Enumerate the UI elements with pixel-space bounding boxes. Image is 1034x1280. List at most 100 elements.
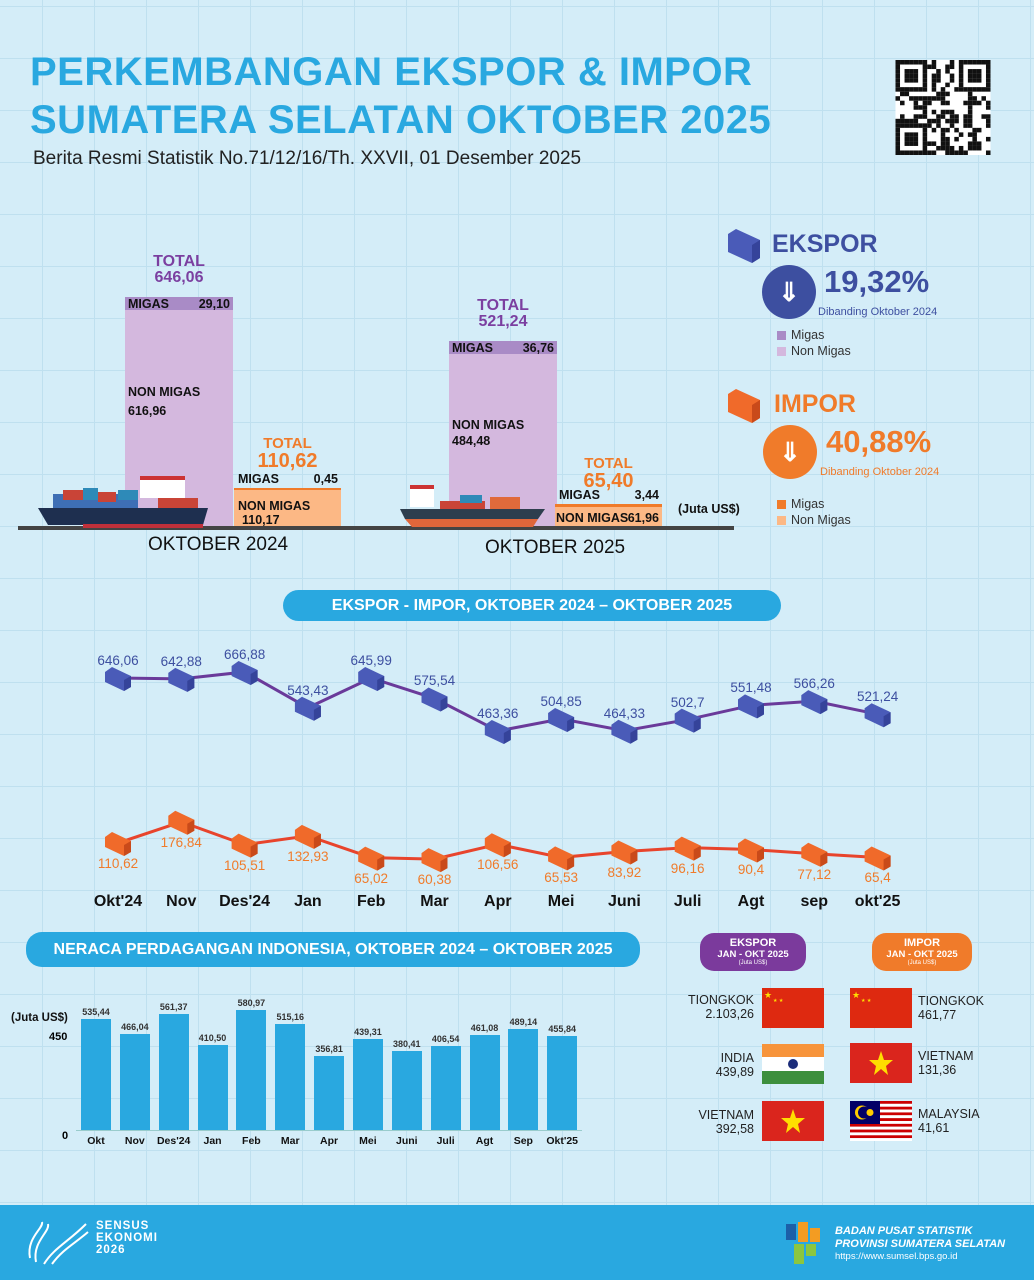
china-flag-icon: ★★ ★ bbox=[850, 988, 912, 1028]
bps-url-link[interactable]: https://www.sumsel.bps.go.id bbox=[835, 1251, 958, 1262]
qr-module bbox=[945, 64, 950, 70]
bar-value-label: 561,37 bbox=[159, 1001, 188, 1012]
qr-module bbox=[985, 105, 991, 110]
logo-line: SENSUS bbox=[96, 1220, 150, 1232]
import-total-label: TOTAL 110,62 bbox=[234, 436, 341, 471]
qr-module bbox=[967, 78, 973, 83]
x-axis-label: Jan bbox=[203, 1135, 222, 1147]
qr-module bbox=[922, 136, 928, 142]
import-value-label: 65,53 bbox=[544, 870, 578, 886]
migas-label: MIGAS bbox=[128, 297, 169, 311]
tag-period: JAN - OKT 2025 bbox=[717, 948, 789, 960]
nonmigas-label: NON MIGAS bbox=[128, 385, 201, 399]
qr-module bbox=[913, 69, 919, 74]
import-value-label: 60,38 bbox=[417, 872, 452, 888]
qr-module bbox=[922, 127, 928, 133]
qr-module bbox=[931, 109, 937, 115]
x-axis-label: Jan bbox=[294, 893, 322, 910]
qr-module bbox=[895, 78, 901, 83]
export-value-label: 551,48 bbox=[730, 680, 772, 696]
qr-module bbox=[981, 87, 986, 92]
country-name: INDIA bbox=[720, 1051, 754, 1065]
qr-module bbox=[931, 150, 937, 155]
country-name: TIONGKOK bbox=[688, 993, 754, 1007]
qr-module bbox=[922, 60, 928, 65]
import-nonmigas-bar bbox=[555, 503, 662, 527]
line-chart-title: EKSPOR - IMPOR, OKTOBER 2024 – OKTOBER 2… bbox=[283, 590, 781, 621]
marker-side bbox=[250, 842, 258, 858]
qr-module bbox=[895, 127, 901, 133]
qr-module bbox=[967, 145, 973, 151]
legend-import-migas: Migas bbox=[777, 497, 824, 511]
nonmigas-label: NON MIGAS bbox=[452, 418, 525, 433]
qr-module bbox=[904, 78, 910, 83]
qr-module bbox=[972, 141, 977, 146]
qr-module bbox=[954, 87, 959, 92]
qr-module bbox=[900, 150, 905, 155]
marker-side bbox=[313, 705, 321, 721]
country-name: VIETNAM bbox=[698, 1108, 754, 1122]
qr-module bbox=[909, 73, 914, 79]
import-container-marker bbox=[358, 846, 385, 871]
qr-module bbox=[949, 118, 955, 124]
qr-module bbox=[895, 82, 901, 88]
qr-module bbox=[927, 141, 932, 146]
qr-module bbox=[913, 73, 919, 79]
x-axis-label: Des'24 bbox=[156, 1135, 191, 1147]
export-value-label: 543,43 bbox=[287, 682, 329, 698]
qr-module bbox=[972, 96, 977, 101]
qr-module bbox=[936, 118, 941, 124]
qr-module bbox=[940, 87, 946, 92]
total-value: 521,24 bbox=[478, 313, 528, 331]
marker-side bbox=[567, 716, 575, 732]
qr-module bbox=[895, 123, 901, 128]
import-value-label: 65,02 bbox=[354, 870, 389, 886]
qr-module bbox=[904, 123, 910, 128]
qr-code-icon[interactable] bbox=[894, 60, 992, 155]
total-caption: TOTAL bbox=[477, 297, 529, 315]
bar-value-label: 356,81 bbox=[315, 1044, 343, 1055]
marker-side bbox=[693, 717, 701, 733]
tag-period: JAN - OKT 2025 bbox=[886, 948, 958, 960]
marker-side bbox=[630, 728, 638, 744]
qr-module bbox=[958, 82, 964, 88]
marker-side bbox=[820, 851, 828, 867]
qr-module bbox=[967, 87, 973, 92]
qr-module bbox=[945, 109, 950, 115]
x-axis-label: Agt bbox=[737, 893, 765, 910]
flag-stripe bbox=[850, 1115, 912, 1119]
bar-value-label: 461,08 bbox=[470, 1022, 499, 1033]
export-value-label: 566,26 bbox=[793, 676, 835, 692]
qr-module bbox=[904, 69, 910, 74]
qr-module bbox=[949, 73, 955, 79]
qr-module bbox=[958, 78, 964, 83]
import-value-label: 90,4 bbox=[737, 862, 765, 878]
import-value-label: 106,56 bbox=[477, 857, 519, 873]
qr-module bbox=[913, 96, 919, 101]
qr-module bbox=[936, 78, 941, 83]
qr-module bbox=[900, 91, 905, 97]
x-axis-label: Feb bbox=[242, 1135, 261, 1147]
qr-module bbox=[954, 150, 959, 155]
flag-stripe bbox=[850, 1106, 912, 1110]
org-line: PROVINSI SUMATERA SELATAN bbox=[835, 1238, 1006, 1250]
marker-side bbox=[693, 845, 701, 861]
qr-module bbox=[936, 123, 941, 128]
qr-module bbox=[904, 73, 910, 79]
qr-module bbox=[913, 105, 919, 110]
export-value-label: 666,88 bbox=[223, 646, 266, 662]
export-container-marker bbox=[168, 667, 195, 692]
qr-module bbox=[940, 91, 946, 97]
qr-module bbox=[922, 150, 928, 155]
qr-module bbox=[967, 132, 973, 137]
qr-module bbox=[909, 87, 914, 92]
marker-side bbox=[124, 676, 131, 691]
tag-unit: (Juta US$) bbox=[907, 959, 937, 966]
qr-module bbox=[895, 136, 901, 142]
bar bbox=[430, 1045, 461, 1130]
qr-module bbox=[918, 60, 923, 65]
qr-module bbox=[909, 69, 914, 74]
flag-stripe bbox=[850, 1103, 912, 1107]
tag-title: IMPOR bbox=[903, 937, 941, 949]
import-partner: TIONGKOK 461,77 bbox=[918, 994, 984, 1023]
